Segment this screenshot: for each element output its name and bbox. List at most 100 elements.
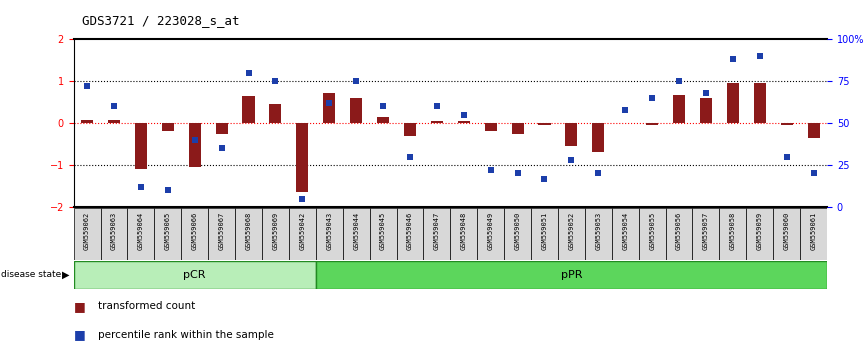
Bar — [189, 123, 201, 167]
Bar — [565, 123, 578, 146]
Text: GSM559062: GSM559062 — [84, 212, 90, 250]
Text: GSM559053: GSM559053 — [595, 212, 601, 250]
Text: GSM559042: GSM559042 — [300, 212, 306, 250]
Text: disease state: disease state — [1, 270, 61, 279]
Bar — [289, 208, 316, 260]
Text: GSM559047: GSM559047 — [434, 212, 440, 250]
Bar — [343, 208, 370, 260]
Bar — [262, 208, 289, 260]
Point — [215, 145, 229, 151]
Text: GSM559049: GSM559049 — [488, 212, 494, 250]
Bar — [531, 208, 558, 260]
Text: percentile rank within the sample: percentile rank within the sample — [98, 330, 274, 339]
Text: GSM559054: GSM559054 — [623, 212, 628, 250]
Bar — [638, 208, 666, 260]
Text: GSM559069: GSM559069 — [273, 212, 278, 250]
Point — [457, 112, 471, 118]
Point — [484, 167, 498, 173]
Bar — [370, 208, 397, 260]
Point — [538, 176, 552, 181]
Point — [81, 83, 94, 89]
Bar — [727, 83, 739, 123]
Point — [322, 100, 336, 106]
Text: GSM559059: GSM559059 — [757, 212, 763, 250]
Point — [645, 95, 659, 101]
Point — [511, 171, 525, 176]
Bar — [693, 208, 720, 260]
Bar — [181, 208, 208, 260]
Point — [779, 154, 793, 160]
Point — [134, 184, 148, 190]
Point — [107, 103, 121, 109]
Text: GSM559066: GSM559066 — [191, 212, 197, 250]
Bar — [430, 121, 443, 123]
Point — [242, 70, 255, 75]
Bar — [216, 123, 228, 133]
Text: GSM559052: GSM559052 — [568, 212, 574, 250]
Text: GSM559050: GSM559050 — [514, 212, 520, 250]
Bar — [504, 208, 531, 260]
Text: GSM559064: GSM559064 — [138, 212, 144, 250]
Text: GSM559067: GSM559067 — [218, 212, 224, 250]
Text: GSM559048: GSM559048 — [461, 212, 467, 250]
Text: GSM559056: GSM559056 — [676, 212, 682, 250]
Bar — [81, 120, 94, 123]
Text: GSM559061: GSM559061 — [811, 212, 817, 250]
Point — [430, 103, 443, 109]
Bar — [585, 208, 611, 260]
Bar — [458, 121, 470, 123]
Bar — [773, 208, 800, 260]
Point — [618, 107, 632, 113]
Bar — [720, 208, 746, 260]
Text: GSM559068: GSM559068 — [246, 212, 251, 250]
Text: GSM559055: GSM559055 — [650, 212, 655, 250]
Bar — [316, 208, 343, 260]
Bar — [450, 208, 477, 260]
Bar — [74, 208, 100, 260]
Text: pCR: pCR — [184, 270, 206, 280]
Text: GSM559060: GSM559060 — [784, 212, 790, 250]
Point — [349, 78, 363, 84]
Bar — [208, 208, 235, 260]
Point — [161, 188, 175, 193]
Bar — [350, 98, 362, 123]
Point — [403, 154, 417, 160]
Bar — [673, 95, 685, 123]
Text: GSM559057: GSM559057 — [703, 212, 709, 250]
Bar — [753, 83, 766, 123]
Bar — [242, 96, 255, 123]
Bar — [296, 123, 308, 192]
Bar — [74, 261, 316, 289]
Bar — [108, 120, 120, 123]
Text: GDS3721 / 223028_s_at: GDS3721 / 223028_s_at — [82, 14, 240, 27]
Bar — [100, 208, 127, 260]
Bar — [646, 123, 658, 125]
Point — [295, 196, 309, 201]
Point — [188, 137, 202, 143]
Bar — [611, 208, 638, 260]
Bar — [592, 123, 604, 153]
Point — [565, 157, 578, 163]
Bar — [162, 123, 174, 131]
Point — [268, 78, 282, 84]
Bar — [269, 104, 281, 123]
Point — [699, 90, 713, 96]
Text: GSM559045: GSM559045 — [380, 212, 386, 250]
Bar — [558, 208, 585, 260]
Point — [376, 103, 390, 109]
Point — [753, 53, 766, 59]
Bar — [807, 123, 819, 138]
Point — [591, 171, 605, 176]
Bar — [512, 123, 524, 133]
Text: pPR: pPR — [560, 270, 582, 280]
Text: GSM559046: GSM559046 — [407, 212, 413, 250]
Bar — [127, 208, 154, 260]
Point — [806, 171, 820, 176]
Text: ▶: ▶ — [62, 270, 70, 280]
Bar — [423, 208, 450, 260]
Text: GSM559051: GSM559051 — [541, 212, 547, 250]
Text: GSM559044: GSM559044 — [353, 212, 359, 250]
Bar — [377, 117, 389, 123]
Text: GSM559043: GSM559043 — [326, 212, 333, 250]
Bar — [235, 208, 262, 260]
